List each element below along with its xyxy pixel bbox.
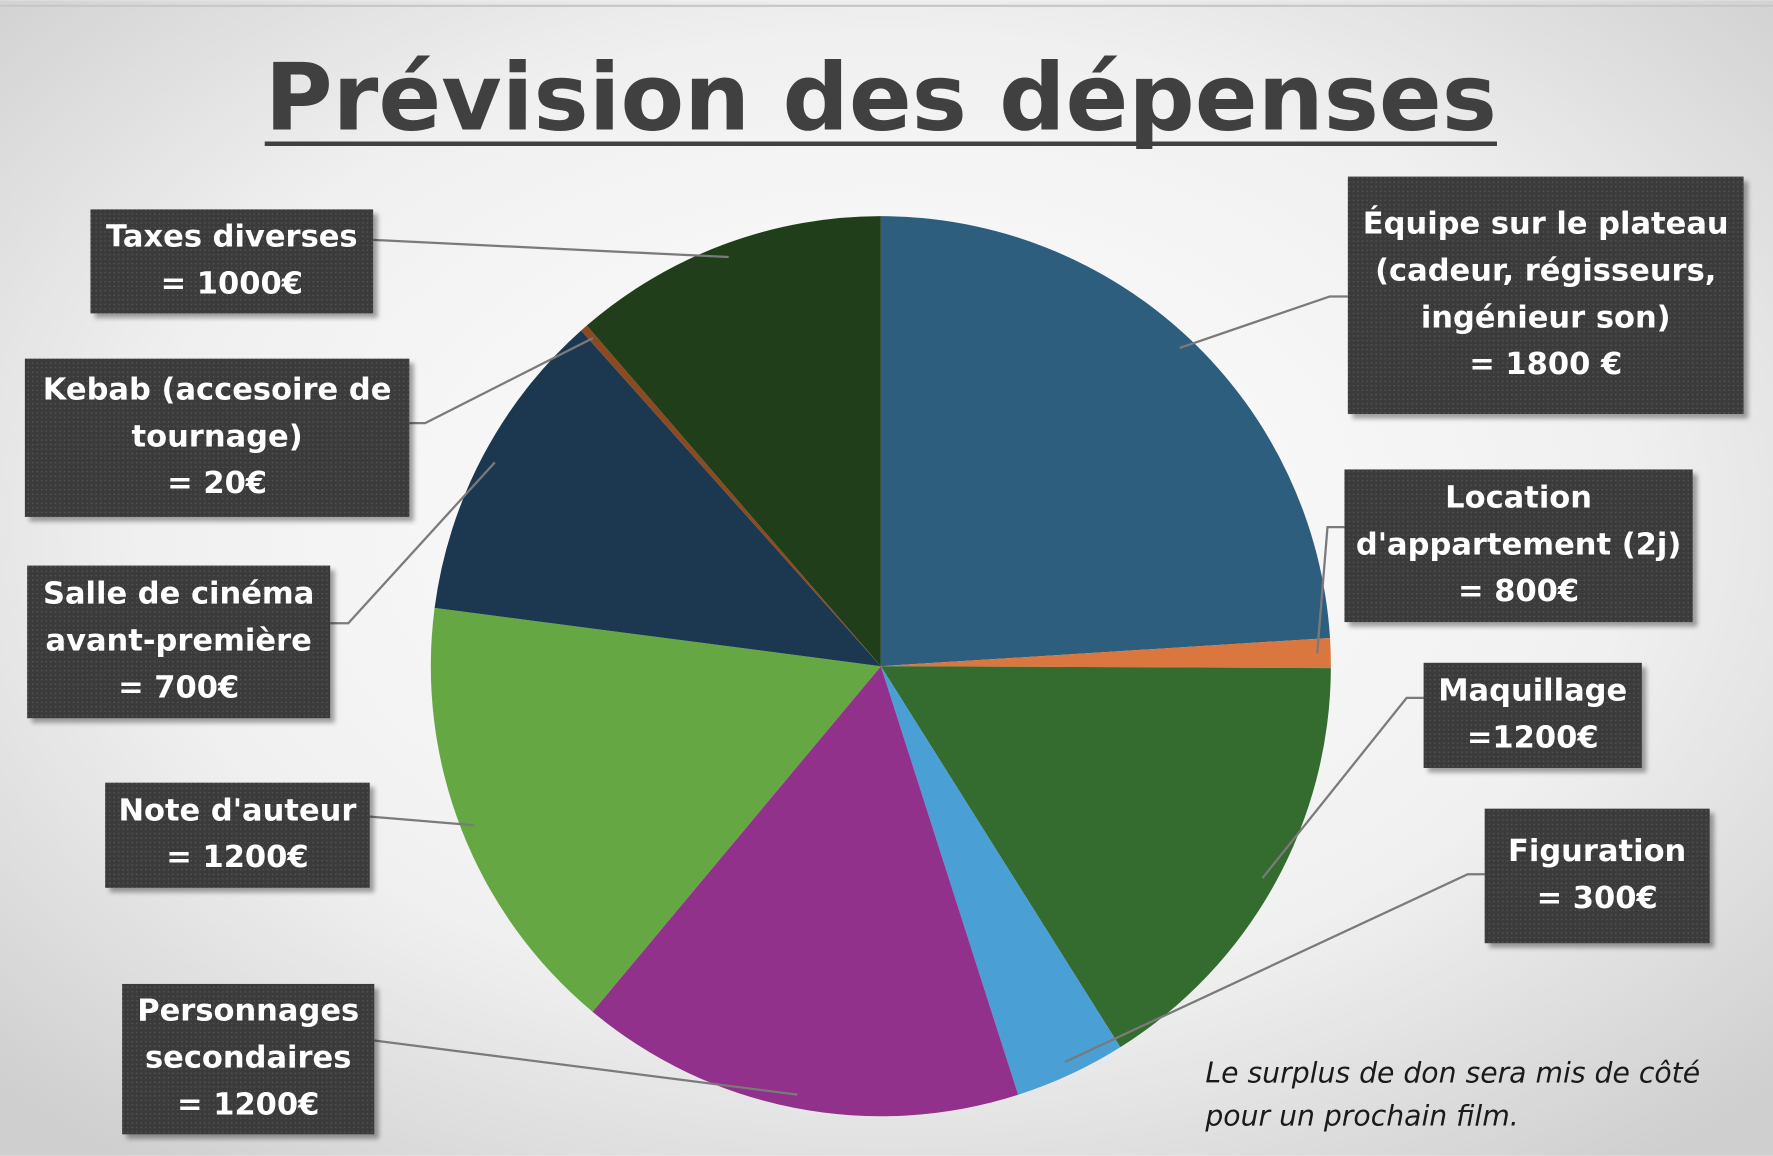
label-box bbox=[105, 782, 370, 888]
leader-line bbox=[1179, 295, 1348, 350]
note: pour un prochain film. bbox=[1204, 1099, 1518, 1132]
label-box bbox=[1423, 662, 1642, 768]
leader-line bbox=[330, 461, 496, 625]
pie-slice bbox=[880, 216, 1330, 667]
slice-label: Salle de cinéma bbox=[43, 576, 314, 611]
pie-slice bbox=[430, 607, 881, 1012]
slice-label: d'appartement (2j) bbox=[1356, 527, 1681, 562]
slice-label: avant-première bbox=[45, 623, 311, 658]
slice-label: Équipe sur le plateau bbox=[1363, 205, 1729, 241]
pie-slice bbox=[592, 666, 1019, 1117]
pie-slice bbox=[434, 330, 881, 667]
slice-label: = 1000€ bbox=[161, 266, 303, 301]
slice-label: = 800€ bbox=[1458, 574, 1579, 609]
slice-label: ingénieur son) bbox=[1421, 300, 1671, 335]
pie-slice bbox=[880, 637, 1331, 669]
pie-slice bbox=[581, 325, 881, 667]
slice-label: = 1200€ bbox=[177, 1088, 319, 1123]
slice-label: = 700€ bbox=[118, 670, 239, 705]
slice-label: Kebab (accesoire de bbox=[43, 372, 392, 407]
slice-label: (cadeur, régisseurs, bbox=[1375, 253, 1716, 288]
slice-label: Taxes diverses bbox=[106, 219, 358, 254]
pie-slice bbox=[880, 666, 1121, 1095]
slice-label: tournage) bbox=[132, 419, 303, 454]
label-box bbox=[27, 565, 331, 719]
leader-line bbox=[1064, 873, 1485, 1063]
slice-label: Maquillage bbox=[1438, 673, 1627, 708]
label-box bbox=[122, 983, 375, 1135]
pie-slice bbox=[880, 666, 1331, 1048]
label-box bbox=[24, 358, 410, 517]
slice-label: = 1800 € bbox=[1469, 347, 1622, 382]
leader-line bbox=[409, 337, 594, 425]
note: Le surplus de don sera mis de côté bbox=[1205, 1056, 1700, 1089]
leader-line bbox=[369, 815, 475, 827]
label-box bbox=[1484, 808, 1710, 944]
slice-label: Location bbox=[1445, 480, 1592, 515]
leader-line bbox=[373, 238, 729, 259]
slice-label: secondaires bbox=[145, 1041, 351, 1076]
leader-line bbox=[374, 1039, 798, 1096]
chart-title: Prévision des dépenses bbox=[265, 44, 1497, 152]
slice-label: Note d'auteur bbox=[118, 793, 356, 828]
leader-line bbox=[1261, 696, 1424, 879]
leader-line bbox=[1316, 525, 1345, 654]
label-box bbox=[1344, 469, 1693, 623]
label-box bbox=[1347, 176, 1744, 415]
slice-label: Figuration bbox=[1508, 834, 1686, 869]
label-box bbox=[90, 209, 374, 314]
pie-slice bbox=[586, 216, 881, 667]
slice-label: =1200€ bbox=[1467, 720, 1599, 755]
slice-label: Personnages bbox=[137, 994, 359, 1029]
slice-label: = 300€ bbox=[1537, 881, 1658, 916]
slice-label: = 1200€ bbox=[166, 840, 308, 875]
slice-label: = 20€ bbox=[167, 466, 267, 501]
